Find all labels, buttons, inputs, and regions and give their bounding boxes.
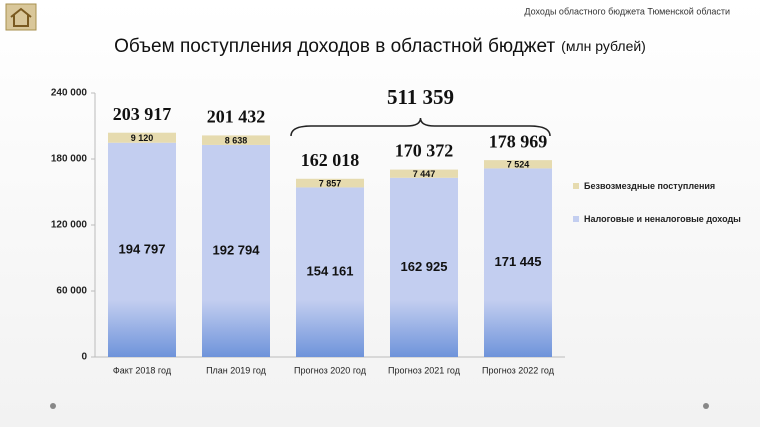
value-label: 154 161 bbox=[307, 264, 354, 279]
header: Доходы областного бюджета Тюменской обла… bbox=[524, 6, 730, 16]
bar-segment bbox=[484, 160, 552, 169]
y-tick-label: 180 000 bbox=[51, 154, 88, 165]
value-label: 171 445 bbox=[495, 254, 542, 269]
y-tick-label: 0 bbox=[81, 352, 87, 363]
bar-segment bbox=[202, 135, 270, 145]
value-label: 8 638 bbox=[225, 136, 248, 146]
value-label: 162 925 bbox=[401, 259, 448, 274]
total-label: 162 018 bbox=[301, 150, 360, 170]
bar-segment bbox=[202, 144, 270, 357]
chart-subtitle: (млн рублей) bbox=[561, 38, 646, 54]
bar-segment bbox=[296, 187, 364, 357]
x-tick-label: План 2019 год bbox=[206, 365, 267, 375]
value-label: 9 120 bbox=[131, 133, 154, 143]
value-label: 7 524 bbox=[507, 160, 530, 170]
bar-segment bbox=[108, 142, 176, 357]
x-tick-label: Прогноз 2020 год bbox=[294, 365, 367, 375]
legend-swatch bbox=[573, 216, 579, 222]
legend-label: Налоговые и неналоговые доходы bbox=[584, 214, 741, 224]
bar-segment bbox=[108, 132, 176, 143]
chart-title-group: Объем поступления доходов в областной бю… bbox=[114, 36, 646, 57]
chart-title: Объем поступления доходов в областной бю… bbox=[114, 36, 555, 57]
total-label: 178 969 bbox=[489, 131, 548, 151]
y-tick-label: 240 000 bbox=[51, 88, 88, 99]
total-label: 201 432 bbox=[207, 107, 266, 127]
bar-segment bbox=[390, 169, 458, 178]
total-label: 203 917 bbox=[113, 104, 172, 124]
y-tick-label: 120 000 bbox=[51, 220, 88, 231]
x-tick-label: Факт 2018 год bbox=[113, 365, 172, 375]
x-tick-label: Прогноз 2022 год bbox=[482, 365, 555, 375]
bar-segment bbox=[296, 178, 364, 188]
brace bbox=[290, 117, 551, 137]
value-label: 192 794 bbox=[213, 242, 261, 257]
value-label: 7 857 bbox=[319, 178, 342, 188]
dot bbox=[50, 403, 56, 409]
value-label: 7 447 bbox=[413, 169, 436, 179]
bar-segment bbox=[484, 168, 552, 357]
dot bbox=[703, 403, 709, 409]
y-tick-label: 60 000 bbox=[56, 286, 87, 297]
bar-segment bbox=[390, 177, 458, 357]
total-label: 170 372 bbox=[395, 141, 454, 161]
x-tick-label: Прогноз 2021 год bbox=[388, 365, 461, 375]
legend-swatch bbox=[573, 183, 579, 189]
brace-label: 511 359 bbox=[387, 85, 454, 109]
home-icon[interactable] bbox=[5, 3, 37, 31]
value-label: 194 797 bbox=[119, 241, 166, 256]
legend-label: Безвозмездные поступления bbox=[584, 181, 716, 191]
